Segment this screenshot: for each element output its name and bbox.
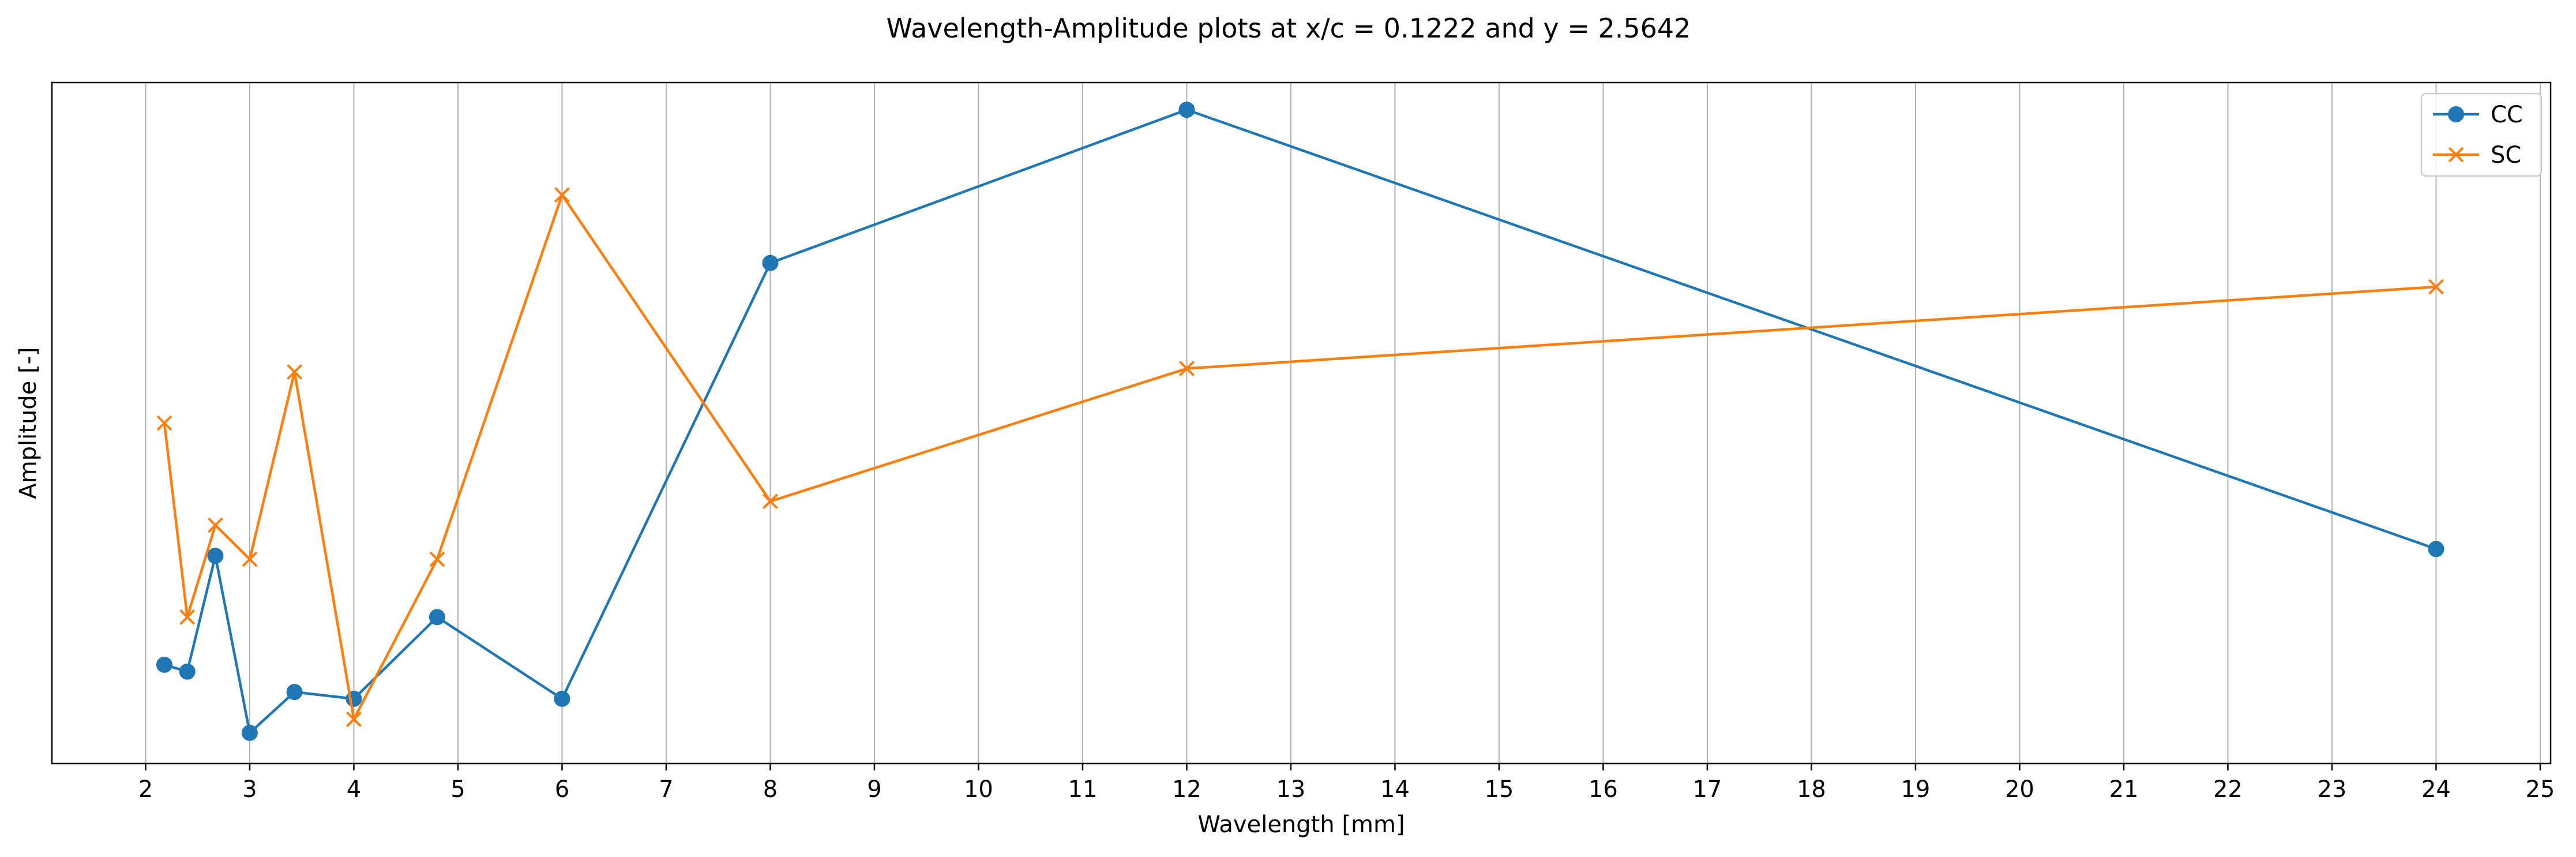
data-point-cc [156, 656, 172, 673]
x-tick-label: 17 [1692, 776, 1722, 803]
x-axis-title: Wavelength [mm] [1197, 811, 1405, 838]
data-point-sc [554, 187, 570, 203]
x-tick-label: 2 [138, 776, 153, 803]
grid-lines [145, 83, 2541, 764]
data-point-sc [429, 551, 445, 567]
series-line-cc [164, 108, 2437, 735]
data-point-cc [207, 548, 224, 564]
data-point-cc [241, 724, 258, 741]
data-point-sc [2428, 279, 2444, 295]
data-point-cc [1178, 102, 1195, 118]
x-tick-label: 6 [555, 776, 569, 803]
legend: CC SC [2420, 92, 2543, 177]
legend-box [2420, 92, 2543, 177]
data-point-sc [156, 415, 172, 431]
x-tick-label: 22 [2213, 776, 2243, 803]
x-tick-label: 21 [2109, 776, 2138, 803]
x-tick-label: 19 [1901, 776, 1930, 803]
x-tick-label: 16 [1589, 776, 1618, 803]
x-tick-label: 24 [2421, 776, 2451, 803]
data-point-sc [179, 609, 196, 625]
data-point-sc [207, 517, 223, 533]
x-tick-label: 25 [2525, 776, 2555, 803]
data-point-sc [1179, 361, 1195, 377]
series-line-sc [163, 193, 2436, 721]
series-cc [156, 102, 2444, 741]
x-tick-label: 5 [450, 776, 465, 803]
data-point-sc [346, 711, 362, 727]
x-tick-label: 15 [1484, 776, 1514, 803]
x-tick-label: 23 [2317, 776, 2346, 803]
x-tick-label: 11 [1068, 776, 1097, 803]
chart-title: Wavelength-Amplitude plots at x/c = 0.12… [887, 13, 1691, 44]
legend-label: CC [2491, 102, 2523, 128]
x-tick-label: 20 [2005, 776, 2034, 803]
data-point-cc [762, 255, 779, 271]
x-tick-label: 3 [242, 776, 257, 803]
legend-marker [2448, 106, 2464, 122]
x-tick-label: 13 [1276, 776, 1305, 803]
data-point-cc [2428, 541, 2444, 557]
x-tick-label: 12 [1172, 776, 1201, 803]
data-point-cc [429, 609, 445, 626]
data-point-sc [287, 364, 302, 380]
legend-item-sc: SC [2433, 142, 2521, 169]
data-point-cc [554, 690, 570, 707]
x-tick-label: 4 [347, 776, 361, 803]
plot-frame [51, 81, 2552, 765]
data-point-cc [179, 663, 196, 680]
legend-marker [2448, 147, 2464, 163]
data-point-cc [286, 684, 303, 701]
legend-label: SC [2491, 142, 2521, 169]
x-tick-label: 7 [659, 776, 673, 803]
series-layer [156, 102, 2444, 741]
x-tick-label: 10 [964, 776, 993, 803]
x-tick-label: 14 [1380, 776, 1410, 803]
y-axis-title: Amplitude [-] [15, 347, 42, 499]
x-tick-label: 9 [867, 776, 881, 803]
data-point-sc [763, 493, 778, 510]
legend-item-cc: CC [2433, 102, 2523, 128]
data-point-sc [242, 551, 258, 567]
x-tick-label: 8 [763, 776, 778, 803]
series-sc [156, 187, 2444, 727]
x-tick-label: 18 [1797, 776, 1826, 803]
x-axis-ticks: 2 3 4 5 6 7 8 9 10 11 12 13 14 15 16 17 18 19 20 21 22 23 24 25 [138, 764, 2555, 803]
